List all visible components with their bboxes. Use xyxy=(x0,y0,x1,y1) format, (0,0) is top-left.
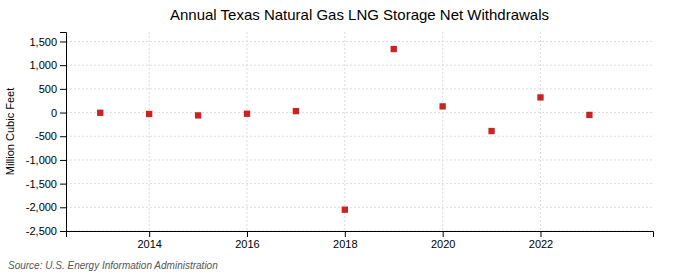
y-axis: -2,500 -2,000 -1,500 -1,000 -500 0 500 1,000 1,5… xyxy=(26,33,67,238)
x-tick-label: 2014 xyxy=(137,238,161,250)
y-tick: -1,500 xyxy=(26,178,66,190)
point xyxy=(195,112,201,118)
y-tick-label: -1,500 xyxy=(26,178,57,190)
x-tick: 2018 xyxy=(333,231,357,250)
x-tick: 2014 xyxy=(137,231,161,250)
y-tick-mark xyxy=(60,136,66,137)
y-tick-label: 500 xyxy=(39,83,57,95)
point xyxy=(97,110,103,116)
y-axis-line xyxy=(60,33,67,232)
y-tick-mark xyxy=(60,65,66,66)
point xyxy=(342,207,348,213)
y-tick-label: 0 xyxy=(51,107,57,119)
grid-line xyxy=(66,136,653,137)
grid-line xyxy=(246,32,247,231)
x-tick: 2022 xyxy=(529,231,553,250)
grid-line xyxy=(149,32,150,231)
title: Annual Texas Natural Gas LNG Storage Net… xyxy=(170,6,549,23)
grid-line xyxy=(66,207,653,208)
grid-line xyxy=(442,32,443,231)
y-tick-mark xyxy=(60,184,66,185)
x-tick-label: 2020 xyxy=(431,238,455,250)
y-tick-label: -500 xyxy=(35,130,57,142)
y-tick: -2,000 xyxy=(26,201,66,213)
x-tick-mark xyxy=(247,231,248,237)
grid-line xyxy=(66,159,653,160)
y-tick-mark xyxy=(60,231,66,232)
y-tick: 1,500 xyxy=(29,35,66,47)
point xyxy=(488,128,494,134)
grid-line xyxy=(66,65,653,66)
x-tick-mark xyxy=(149,231,150,237)
grid-line xyxy=(344,32,345,231)
x-axis: 2014 2016 2018 2020 2022 xyxy=(67,231,654,250)
x-tick-label: 2016 xyxy=(235,238,259,250)
y-tick-label: 1,500 xyxy=(29,35,57,47)
y-tick: 0 xyxy=(51,107,66,119)
y-tick-label: -1,000 xyxy=(26,154,57,166)
point xyxy=(146,111,152,117)
x-tick-mark xyxy=(540,231,541,237)
y-tick: -1,000 xyxy=(26,154,66,166)
x-tick-label: 2018 xyxy=(333,238,357,250)
x-tick-label: 2022 xyxy=(529,238,553,250)
point xyxy=(586,112,592,118)
y-tick-label: -2,000 xyxy=(26,201,57,213)
y-tick: 1,000 xyxy=(29,59,66,71)
grid-line xyxy=(540,32,541,231)
x-tick: 2016 xyxy=(235,231,259,250)
grid-line xyxy=(66,41,653,42)
grid xyxy=(66,32,653,231)
x-tick-mark xyxy=(443,231,444,237)
y-tick-label: 1,000 xyxy=(29,59,57,71)
point xyxy=(244,111,250,117)
point xyxy=(439,103,445,109)
grid-line xyxy=(66,183,653,184)
y-tick-label: -2,500 xyxy=(26,225,57,237)
grid-line xyxy=(66,88,653,89)
y-tick-mark xyxy=(60,113,66,114)
point xyxy=(293,108,299,114)
y-tick-mark xyxy=(60,160,66,161)
points xyxy=(97,46,592,213)
y-tick: -2,500 xyxy=(26,225,66,237)
point xyxy=(391,46,397,52)
annotation: Source: U.S. Energy Information Administ… xyxy=(8,260,218,271)
y-tick-mark xyxy=(60,207,66,208)
y-tick-mark xyxy=(60,41,66,42)
x-axis-line xyxy=(67,232,654,238)
chart-svg: 2014 2016 2018 2020 2022 -2,500 -2,000 -1,500 -1… xyxy=(0,0,675,275)
x-tick: 2020 xyxy=(431,231,455,250)
x-tick-mark xyxy=(345,231,346,237)
point xyxy=(537,94,543,100)
y-tick: -500 xyxy=(35,130,66,142)
y-tick-mark xyxy=(60,89,66,90)
y-tick: 500 xyxy=(39,83,66,95)
plot-area: 2014 2016 2018 2020 2022 -2,500 -2,000 -1,500 -1… xyxy=(26,32,654,250)
y-axis-title: Million Cubic Feet xyxy=(4,88,16,175)
grid-line xyxy=(66,112,653,113)
